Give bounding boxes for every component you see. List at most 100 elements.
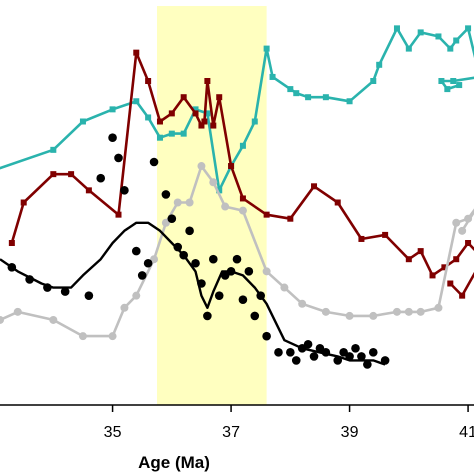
series-0-point-6 xyxy=(156,134,163,141)
series-4-point-34 xyxy=(173,242,183,252)
series-0-point-20 xyxy=(322,94,329,101)
series-1-point-30 xyxy=(465,240,472,246)
series-2-point-20 xyxy=(369,311,378,320)
series-4-point-33 xyxy=(143,258,153,268)
series-4-point-7 xyxy=(120,186,129,195)
series-0-point-19 xyxy=(305,94,312,101)
series-1-point-1 xyxy=(20,199,27,206)
series-0-point-11 xyxy=(216,187,223,194)
series-4-point-39 xyxy=(244,267,254,276)
series-2-point-25 xyxy=(452,218,461,227)
series-1-point-2 xyxy=(50,171,57,178)
series-1-point-4 xyxy=(85,187,92,194)
series-4-point-2 xyxy=(43,283,52,292)
series-0-point-5 xyxy=(145,114,152,121)
series-4-point-0 xyxy=(7,263,17,272)
series-2-point-23 xyxy=(416,307,425,316)
series-2-point-16 xyxy=(280,283,289,292)
series-2-point-13 xyxy=(221,202,230,211)
series-2-point-6 xyxy=(132,291,141,300)
series-1-point-29 xyxy=(453,256,460,263)
series-4-point-29 xyxy=(357,352,366,361)
series-1-point-8 xyxy=(156,118,163,125)
series-1-point-10 xyxy=(180,94,187,101)
x-tick-label-3: 41 xyxy=(459,424,474,441)
series-2-point-19 xyxy=(345,311,354,320)
series-0-point-4 xyxy=(133,98,140,105)
series-2-point-15 xyxy=(262,267,271,276)
series-4-point-42 xyxy=(339,348,348,357)
series-2-point-14 xyxy=(238,206,247,215)
series-1-point-15 xyxy=(210,122,217,129)
series-1-point-27 xyxy=(429,272,436,279)
series-2-point-11 xyxy=(197,162,206,171)
series-2-point-7 xyxy=(150,255,159,264)
series-2-point-22 xyxy=(404,307,413,316)
series-0-point-3 xyxy=(109,106,116,113)
series-0-point-13 xyxy=(239,142,246,149)
series-2-point-24 xyxy=(434,303,443,312)
series-1-point-14 xyxy=(204,78,211,84)
series-4-point-5 xyxy=(96,173,106,183)
series-2-point-12 xyxy=(209,178,218,187)
series-2-point-21 xyxy=(392,307,401,316)
series-0-point-10 xyxy=(204,110,211,117)
series-0-point-33 xyxy=(438,78,445,84)
series-1-point-7 xyxy=(145,78,152,84)
series-2-point-26 xyxy=(464,214,473,223)
series-4-point-19 xyxy=(238,295,248,305)
series-4-point-46 xyxy=(303,339,313,349)
series-4 xyxy=(7,133,390,369)
series-0-point-16 xyxy=(269,73,276,80)
series-4-point-38 xyxy=(232,254,242,264)
series-4-point-1 xyxy=(25,275,34,284)
series-1-point-3 xyxy=(68,171,75,178)
series-2-point-1 xyxy=(13,307,22,316)
series-0-point-30 xyxy=(465,25,472,32)
series-1-point-9 xyxy=(168,110,175,117)
series-0-point-21 xyxy=(346,98,353,105)
series-0-point-9 xyxy=(192,106,199,113)
series-1-point-19 xyxy=(263,211,270,218)
series-0-point-23 xyxy=(376,61,383,68)
series-4-point-41 xyxy=(315,344,325,353)
series-4-point-17 xyxy=(214,291,224,300)
series-1-point-17 xyxy=(228,163,235,170)
series-1-point-23 xyxy=(358,235,365,242)
series-0-point-15 xyxy=(263,45,270,52)
series-2-point-28 xyxy=(458,226,467,235)
series-0-point-34 xyxy=(444,86,451,93)
series-4-point-3 xyxy=(60,287,70,296)
series-1-point-33 xyxy=(459,292,466,299)
series-0-point-29 xyxy=(453,37,460,44)
series-2-point-3 xyxy=(78,332,87,341)
series-1-point-13 xyxy=(201,118,208,125)
series-1-point-28 xyxy=(441,264,448,271)
series-1-point-25 xyxy=(405,256,412,263)
series-0-point-28 xyxy=(447,45,454,52)
series-4-point-20 xyxy=(250,311,260,321)
x-tick-label-2: 39 xyxy=(341,424,359,441)
series-0-point-24 xyxy=(393,25,400,32)
series-1-point-12 xyxy=(198,122,205,129)
series-4-point-4 xyxy=(84,291,94,300)
series-0 xyxy=(0,25,474,194)
x-axis-title: Age (Ma) xyxy=(138,453,210,472)
highlight-band-layer xyxy=(157,6,267,405)
series-4-point-32 xyxy=(114,153,123,163)
series-4-point-23 xyxy=(286,348,295,357)
series-0-point-7 xyxy=(168,130,175,137)
series-4-point-12 xyxy=(167,214,177,223)
series-4-point-6 xyxy=(108,133,117,142)
series-2-point-5 xyxy=(120,303,129,312)
series-0-point-18 xyxy=(293,90,300,97)
series-2-point-4 xyxy=(108,332,117,341)
series-4-point-40 xyxy=(256,291,266,300)
series-0-point-1 xyxy=(50,146,57,153)
series-4-point-16 xyxy=(203,311,212,321)
series-1-point-11 xyxy=(192,110,199,117)
series-4-point-45 xyxy=(291,356,301,365)
series-4-point-36 xyxy=(209,254,218,264)
series-4-point-13 xyxy=(179,250,188,260)
